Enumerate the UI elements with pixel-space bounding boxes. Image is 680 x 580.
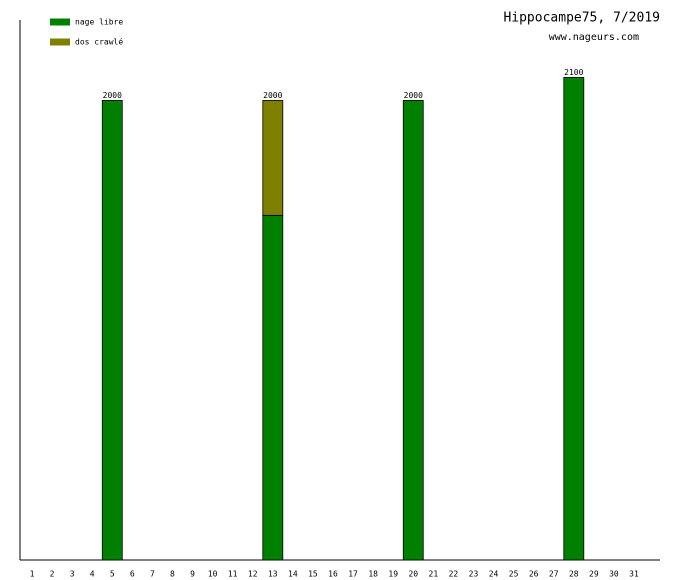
x-tick-label: 3 — [70, 570, 75, 579]
total-label: 2000 — [103, 91, 122, 100]
x-tick-label: 13 — [268, 570, 278, 579]
x-tick-label: 24 — [489, 570, 499, 579]
bar-segment — [563, 77, 585, 561]
x-tick-label: 10 — [208, 570, 218, 579]
bar-segment — [262, 214, 284, 561]
x-tick-label: 8 — [170, 570, 175, 579]
x-tick-label: 1 — [30, 570, 35, 579]
legend-swatch — [50, 18, 70, 26]
x-tick-label: 15 — [308, 570, 318, 579]
x-tick-label: 31 — [629, 570, 639, 579]
total-label: 2000 — [263, 91, 282, 100]
x-tick-label: 9 — [190, 570, 195, 579]
x-tick-label: 21 — [429, 570, 439, 579]
x-tick-label: 20 — [408, 570, 418, 579]
x-tick-label: 27 — [549, 570, 559, 579]
x-tick-label: 26 — [529, 570, 539, 579]
legend-swatch — [50, 38, 70, 46]
chart-subtitle: www.nageurs.com — [549, 32, 639, 43]
x-tick-label: 5 — [110, 570, 115, 579]
bar-segment — [262, 100, 284, 216]
total-label: 2100 — [564, 68, 583, 77]
x-tick-label: 6 — [130, 570, 135, 579]
x-tick-label: 16 — [328, 570, 338, 579]
x-tick-label: 22 — [449, 570, 459, 579]
x-tick-label: 12 — [248, 570, 258, 579]
x-tick-label: 25 — [509, 570, 519, 579]
x-tick-label: 14 — [288, 570, 298, 579]
x-tick-label: 11 — [228, 570, 238, 579]
x-tick-label: 18 — [368, 570, 378, 579]
legend-label: dos crawlé — [75, 37, 123, 47]
x-tick-label: 2 — [50, 570, 55, 579]
x-tick-label: 17 — [348, 570, 358, 579]
bar-segment — [402, 100, 424, 561]
x-tick-label: 4 — [90, 570, 95, 579]
x-tick-label: 28 — [569, 570, 579, 579]
x-tick-label: 19 — [388, 570, 398, 579]
total-label: 2000 — [404, 91, 423, 100]
bar-segment — [101, 100, 123, 561]
x-tick-label: 30 — [609, 570, 619, 579]
x-tick-label: 29 — [589, 570, 599, 579]
x-tick-label: 7 — [150, 570, 155, 579]
x-tick-label: 23 — [469, 570, 479, 579]
legend-label: nage libre — [75, 18, 123, 27]
chart-title: Hippocampe75, 7/2019 — [503, 11, 660, 26]
